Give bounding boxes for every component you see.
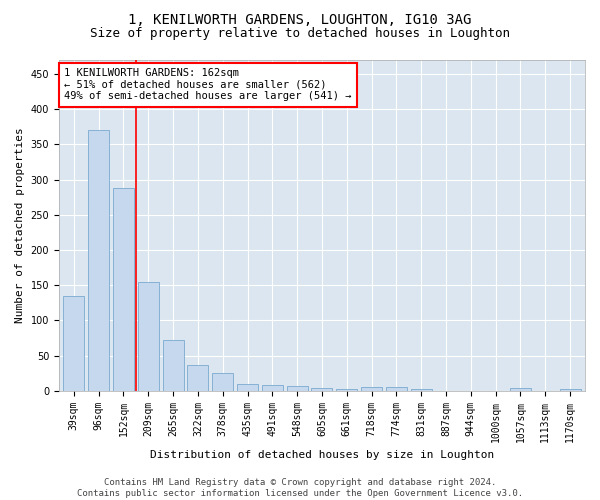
Y-axis label: Number of detached properties: Number of detached properties <box>15 128 25 324</box>
Bar <box>88 130 109 391</box>
Bar <box>336 388 358 391</box>
Bar <box>237 384 258 391</box>
Text: 1 KENILWORTH GARDENS: 162sqm
← 51% of detached houses are smaller (562)
49% of s: 1 KENILWORTH GARDENS: 162sqm ← 51% of de… <box>64 68 352 102</box>
Bar <box>510 388 531 391</box>
Bar <box>212 373 233 391</box>
Text: 1, KENILWORTH GARDENS, LOUGHTON, IG10 3AG: 1, KENILWORTH GARDENS, LOUGHTON, IG10 3A… <box>128 12 472 26</box>
Bar <box>410 390 432 391</box>
Bar <box>386 388 407 391</box>
Bar <box>311 388 332 391</box>
X-axis label: Distribution of detached houses by size in Loughton: Distribution of detached houses by size … <box>150 450 494 460</box>
Bar <box>262 385 283 391</box>
Bar <box>287 386 308 391</box>
Bar <box>361 388 382 391</box>
Text: Contains HM Land Registry data © Crown copyright and database right 2024.
Contai: Contains HM Land Registry data © Crown c… <box>77 478 523 498</box>
Text: Size of property relative to detached houses in Loughton: Size of property relative to detached ho… <box>90 28 510 40</box>
Bar <box>137 282 159 391</box>
Bar <box>560 388 581 391</box>
Bar <box>187 366 208 391</box>
Bar <box>113 188 134 391</box>
Bar <box>63 296 85 391</box>
Bar <box>163 340 184 391</box>
